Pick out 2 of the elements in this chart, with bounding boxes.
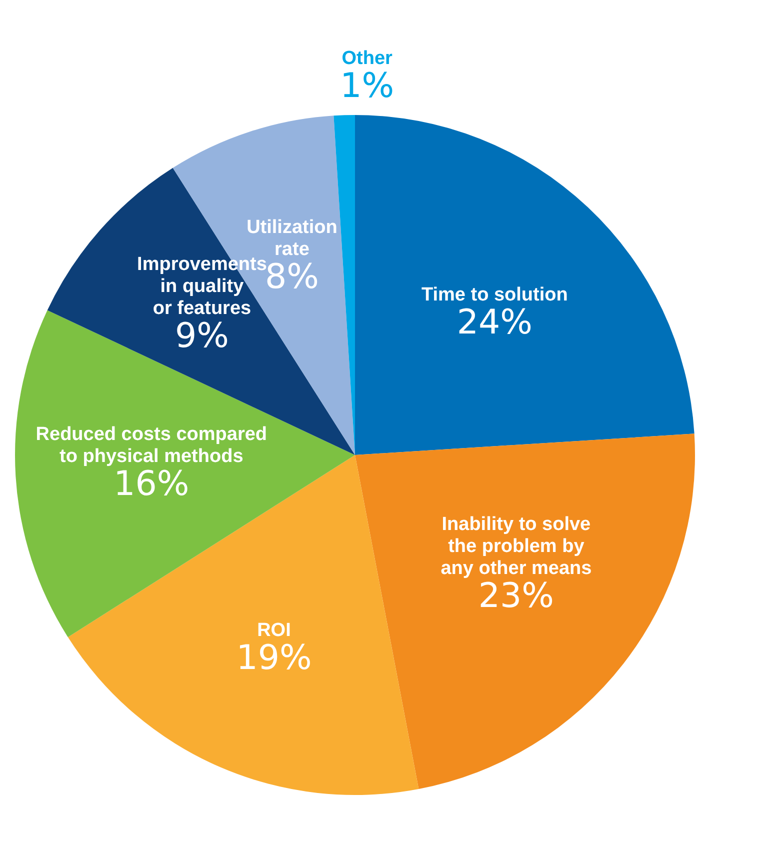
data-label: 9% xyxy=(175,316,229,356)
data-label: 8% xyxy=(264,256,319,297)
